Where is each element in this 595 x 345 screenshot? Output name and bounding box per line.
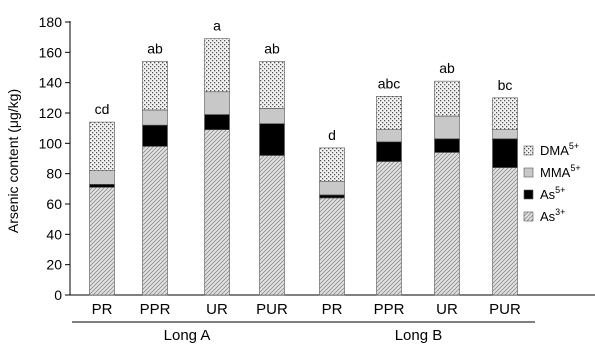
legend: DMA5+ MMA5+ As5+ As3+ xyxy=(523,141,581,224)
bar-segment xyxy=(142,109,168,126)
legend-swatch xyxy=(523,167,534,178)
bar-segment xyxy=(434,115,460,140)
legend-label: MMA5+ xyxy=(540,163,581,180)
bar-segment xyxy=(89,121,115,171)
bar-segment xyxy=(89,187,115,296)
bar-segment xyxy=(89,183,115,188)
bar-segment xyxy=(319,197,345,296)
legend-item: DMA5+ xyxy=(523,141,579,158)
legend-label: As3+ xyxy=(540,207,565,224)
y-axis: 0 20 40 60 80 100 120 140 160 180 xyxy=(39,14,71,303)
bar-segment xyxy=(319,180,345,196)
group-label: Long B xyxy=(395,327,443,344)
bar-segment xyxy=(319,147,345,182)
bar-segment xyxy=(376,96,402,130)
bar-segment xyxy=(492,167,518,296)
x-tick-label: PUR xyxy=(256,301,288,318)
legend-item: As5+ xyxy=(523,185,565,202)
bar-stack xyxy=(376,96,402,296)
significance-letter: d xyxy=(328,127,336,143)
x-axis: PR PPR UR PUR PR PPR UR PUR xyxy=(70,294,595,318)
y-tick-label: 20 xyxy=(46,257,62,273)
bar-segment xyxy=(259,123,285,156)
significance-letter: cd xyxy=(95,101,110,117)
bar-segment xyxy=(89,170,115,185)
bar-segment xyxy=(492,97,518,130)
bar-stack xyxy=(259,61,285,296)
significance-letter: ab xyxy=(147,40,163,56)
bar-segment xyxy=(204,91,230,115)
legend-swatch xyxy=(523,211,534,222)
group-labels: Long A Long B xyxy=(72,321,535,344)
bar-stack xyxy=(434,80,460,296)
significance-letters: cd ab a ab d abc ab bc xyxy=(95,18,513,143)
bar-segment xyxy=(319,194,345,199)
legend-item: As3+ xyxy=(523,207,565,224)
bar-segment xyxy=(142,146,168,296)
bars-layer xyxy=(89,38,518,296)
significance-letter: a xyxy=(213,18,221,34)
x-tick-label: PPR xyxy=(140,301,171,318)
y-axis-label: Arsenic content (μg/kg) xyxy=(5,89,21,233)
bar-stack xyxy=(89,121,115,296)
y-tick-label: 140 xyxy=(39,75,63,91)
bar-segment xyxy=(434,80,460,117)
y-tick-label: 60 xyxy=(46,196,62,212)
legend-label: DMA5+ xyxy=(540,141,579,158)
significance-letter: ab xyxy=(264,40,280,56)
y-tick-label: 0 xyxy=(54,287,62,303)
bar-segment xyxy=(142,61,168,111)
bar-segment xyxy=(492,138,518,168)
bar-segment xyxy=(142,124,168,147)
x-tick-label: PPR xyxy=(374,301,405,318)
bar-segment xyxy=(204,114,230,130)
legend-swatch xyxy=(523,145,534,156)
bar-segment xyxy=(376,141,402,162)
bar-segment xyxy=(492,129,518,140)
bar-segment xyxy=(204,38,230,93)
y-tick-label: 100 xyxy=(39,135,63,151)
y-tick-label: 180 xyxy=(39,14,63,30)
legend-swatch xyxy=(523,189,534,200)
x-tick-label: UR xyxy=(206,301,228,318)
bar-segment xyxy=(376,129,402,143)
bar-segment xyxy=(259,155,285,296)
y-tick-label: 120 xyxy=(39,105,63,121)
significance-letter: bc xyxy=(498,77,513,93)
bar-stack xyxy=(492,97,518,296)
bar-segment xyxy=(434,152,460,296)
bar-segment xyxy=(204,129,230,296)
y-tick-label: 40 xyxy=(46,226,62,242)
bar-stack xyxy=(204,38,230,296)
y-tick-label: 160 xyxy=(39,44,63,60)
legend-label: As5+ xyxy=(540,185,565,202)
bar-segment xyxy=(434,138,460,153)
y-tick-label: 80 xyxy=(46,166,62,182)
x-tick-label: PR xyxy=(322,301,343,318)
bar-segment xyxy=(259,61,285,109)
bar-stack xyxy=(142,61,168,296)
x-tick-label: UR xyxy=(436,301,458,318)
significance-letter: abc xyxy=(378,75,401,91)
significance-letter: ab xyxy=(439,60,455,76)
bar-segment xyxy=(376,161,402,296)
x-tick-label: PR xyxy=(92,301,113,318)
x-tick-label: PUR xyxy=(489,301,521,318)
legend-item: MMA5+ xyxy=(523,163,581,180)
bar-segment xyxy=(259,108,285,124)
group-label: Long A xyxy=(164,327,211,344)
bar-stack xyxy=(319,147,345,296)
